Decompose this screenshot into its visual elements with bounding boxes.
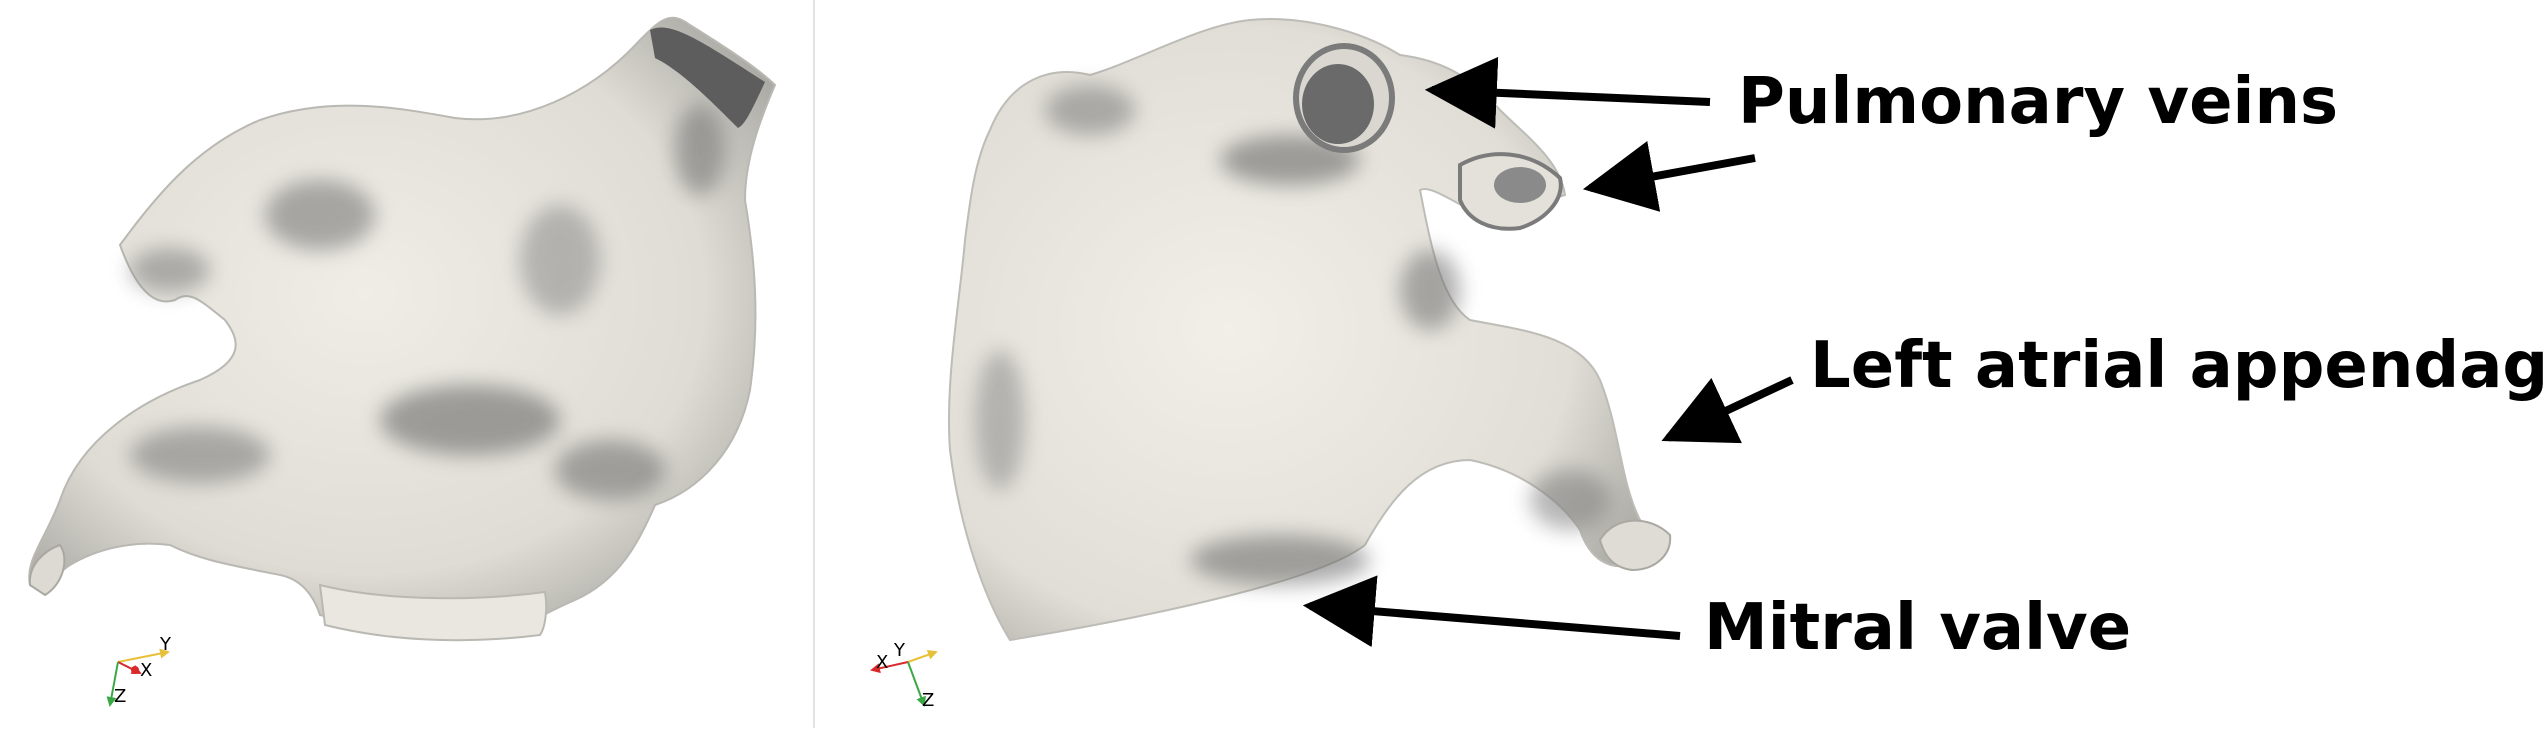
z-axis-label: Z: [922, 690, 934, 711]
appendage-tip: [1598, 519, 1672, 572]
atrium-surface: [28, 16, 777, 633]
vein-opening: [650, 27, 765, 128]
origin-dot: [131, 666, 139, 674]
label-left-atrial-appendage: Left atrial appendage: [1810, 329, 2544, 403]
arrow-pulmonary-veins-lower: [1582, 140, 1756, 212]
x-axis-label: X: [876, 652, 888, 673]
surface-shading: [975, 85, 1610, 585]
left-atrium-model-right-view: [947, 18, 1672, 642]
appendage-tip: [28, 543, 66, 597]
arrow-mitral-valve: [1302, 575, 1681, 648]
y-axis: [907, 649, 938, 663]
pulmonary-vein-lumen-lower: [1494, 167, 1546, 203]
mitral-ring: [318, 583, 548, 642]
orientation-axes-left: Y X Z: [106, 634, 172, 707]
z-axis: [106, 661, 119, 707]
label-pulmonary-veins: Pulmonary veins: [1738, 65, 2339, 139]
orientation-axes-right: Y X Z: [870, 640, 938, 711]
x-axis: [870, 661, 909, 674]
label-mitral-valve: Mitral valve: [1704, 591, 2132, 665]
y-axis-label: Y: [159, 634, 172, 655]
x-axis-label: X: [140, 660, 152, 681]
left-atrium-model-left-view: [28, 16, 777, 642]
z-axis-label: Z: [114, 686, 126, 707]
arrow-left-atrial-appendage: [1661, 376, 1794, 444]
arrow-pulmonary-veins-upper: [1424, 56, 1711, 129]
y-axis-label: Y: [893, 640, 906, 661]
y-axis: [117, 648, 170, 663]
surface-shading: [130, 105, 725, 500]
annotation-arrows: [1302, 56, 1794, 648]
z-axis: [907, 661, 926, 707]
pulmonary-vein-lumen-upper: [1302, 64, 1374, 144]
